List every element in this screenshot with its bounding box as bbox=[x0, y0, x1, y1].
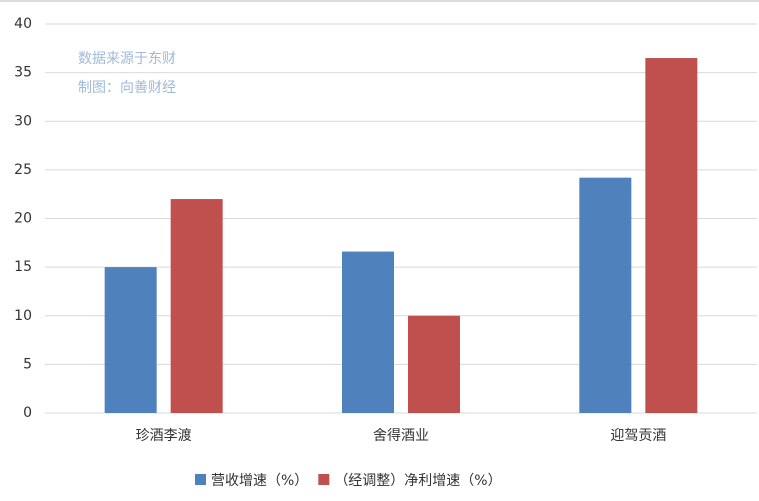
legend-label: 营收增速（%） bbox=[211, 473, 308, 489]
x-tick-label: 珍酒李渡 bbox=[136, 428, 192, 444]
bar bbox=[104, 267, 157, 413]
annotation: 数据来源于东财 bbox=[78, 51, 176, 67]
x-tick-label: 迎驾贡酒 bbox=[610, 428, 666, 444]
bar bbox=[170, 199, 223, 413]
y-tick-label: 10 bbox=[14, 308, 32, 324]
y-tick-label: 30 bbox=[14, 113, 32, 129]
y-tick-label: 15 bbox=[14, 259, 32, 275]
legend-label: （经调整）净利增速（%） bbox=[334, 473, 501, 489]
x-tick-label: 舍得酒业 bbox=[373, 427, 429, 444]
y-tick-label: 25 bbox=[14, 162, 32, 178]
y-tick-label: 35 bbox=[14, 65, 32, 81]
bar bbox=[645, 58, 698, 413]
legend-swatch bbox=[195, 474, 206, 485]
bar bbox=[579, 177, 632, 413]
legend-swatch bbox=[318, 474, 330, 485]
y-tick-label: 20 bbox=[14, 211, 32, 227]
bar bbox=[408, 315, 460, 413]
y-tick-label: 40 bbox=[14, 16, 32, 32]
y-tick-label: 0 bbox=[23, 405, 32, 421]
annotation: 制图：向善财经 bbox=[78, 80, 176, 96]
y-tick-label: 5 bbox=[23, 356, 32, 372]
bar bbox=[342, 251, 394, 413]
